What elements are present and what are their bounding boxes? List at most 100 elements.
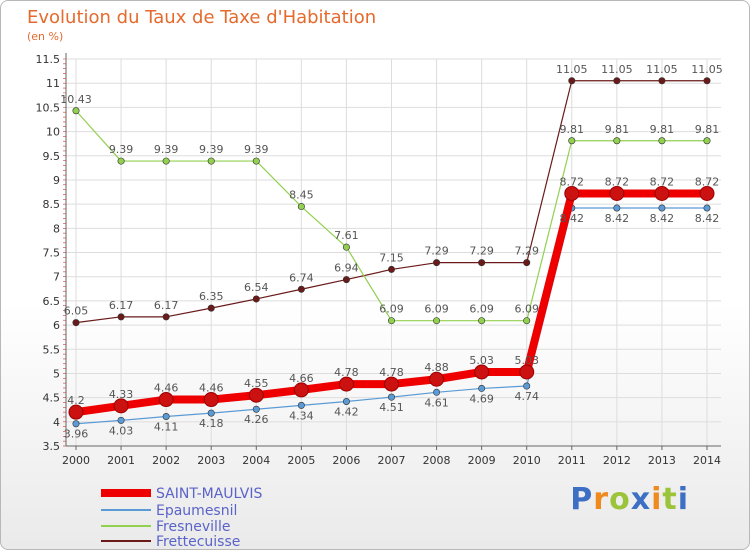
data-label: 4.55 [244,377,269,390]
data-label: 7.29 [424,245,449,258]
y-tick-label: 4.5 [43,392,61,405]
data-label: 11.05 [646,63,678,76]
x-tick-label: 2013 [648,454,676,467]
data-point [207,157,215,165]
data-point [699,185,715,201]
data-label: 5.03 [469,354,494,367]
data-label: 4.46 [154,382,179,395]
brand-letter: o [609,482,631,517]
y-tick-label: 5 [53,367,60,380]
data-label: 4.66 [289,372,314,385]
data-label: 4.26 [244,413,269,426]
data-point [252,405,260,413]
unit-label: (en %) [27,30,64,43]
y-tick-label: 6 [53,319,60,332]
data-label: 4.51 [379,401,404,414]
data-point [478,317,486,325]
data-point [523,259,531,267]
data-point [387,393,395,401]
data-point [654,185,670,201]
x-tick-label: 2010 [513,454,541,467]
data-label: 4.2 [67,394,85,407]
legend-label: Frettecuisse [156,534,240,550]
data-label: 9.39 [199,143,224,156]
data-label: 3.96 [64,428,89,441]
x-tick-label: 2008 [423,454,451,467]
data-label: 6.74 [289,271,314,284]
x-tick-label: 2000 [62,454,90,467]
data-point [342,243,350,251]
data-point [568,77,576,85]
data-label: 8.72 [695,175,720,188]
data-point [429,371,445,387]
data-label: 9.81 [695,123,720,136]
y-tick-label: 5.5 [43,343,61,356]
data-label: 9.39 [154,143,179,156]
data-label: 9.81 [560,123,585,136]
data-label: 4.46 [199,382,224,395]
data-point [478,259,486,267]
x-tick-label: 2005 [287,454,315,467]
data-label: 10.43 [60,93,92,106]
data-label: 6.17 [154,299,179,312]
data-label: 9.39 [244,143,269,156]
data-point [207,409,215,417]
data-point [613,204,621,212]
data-label: 4.88 [424,361,449,374]
data-label: 6.09 [469,303,494,316]
data-point [203,392,219,408]
data-point [342,397,350,405]
chart-title: Evolution du Taux de Taxe d'Habitation [27,7,377,28]
data-label: 4.78 [379,366,404,379]
brand-logo: Proxiti [570,482,689,517]
data-point [703,137,711,145]
data-point [387,317,395,325]
data-point [433,317,441,325]
x-tick-label: 2006 [332,454,360,467]
data-point [297,203,305,211]
data-point [433,259,441,267]
data-point [297,285,305,293]
brand-letter: i [651,482,663,517]
data-point [658,77,666,85]
data-point [162,412,170,420]
data-label: 6.17 [109,299,134,312]
brand-letter: x [630,482,652,517]
y-tick-label: 8 [53,222,60,235]
data-label: 8.72 [605,175,630,188]
data-label: 4.78 [334,366,359,379]
y-tick-label: 11 [46,77,60,90]
x-tick-label: 2007 [378,454,406,467]
data-point [523,317,531,325]
y-tick-label: 6.5 [43,295,61,308]
x-tick-label: 2003 [197,454,225,467]
data-point [113,398,129,414]
data-point [162,157,170,165]
data-point [158,392,174,408]
legend-label: SAINT-MAULVIS [156,486,263,502]
y-tick-label: 8.5 [43,198,61,211]
data-point [338,376,354,392]
data-point [564,185,580,201]
data-point [342,276,350,284]
data-point [72,319,80,327]
data-label: 7.15 [379,251,404,264]
brand-letter: t [662,482,678,517]
data-point [613,77,621,85]
data-label: 8.42 [650,212,675,225]
data-point [474,364,490,380]
data-point [72,107,80,115]
data-label: 4.69 [469,392,494,405]
data-point [293,382,309,398]
data-point [117,313,125,321]
data-label: 8.42 [605,212,630,225]
data-point [568,137,576,145]
x-tick-label: 2012 [603,454,631,467]
data-label: 4.42 [334,405,359,418]
data-label: 4.74 [514,390,539,403]
data-label: 6.09 [514,303,539,316]
data-point [384,376,399,392]
data-label: 8.42 [695,212,720,225]
data-point [297,401,305,409]
